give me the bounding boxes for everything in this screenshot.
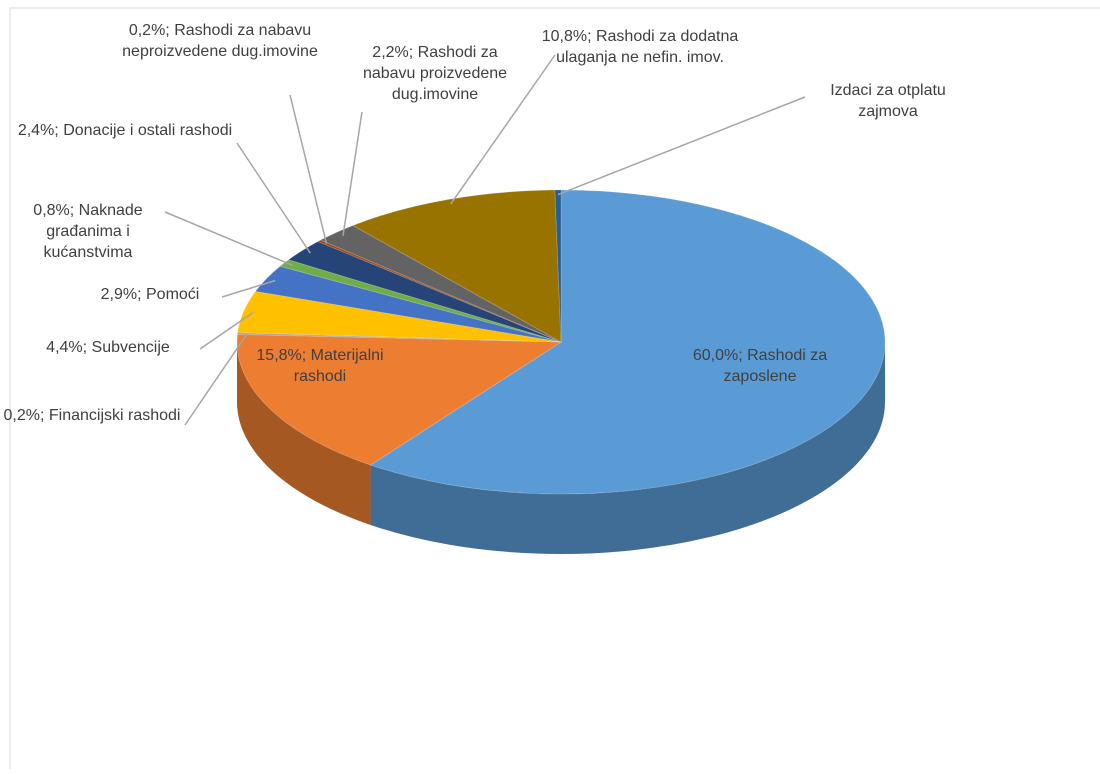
category-label: Financijski rashodi [48, 407, 181, 424]
separator: ; [69, 202, 79, 219]
data-label-text: 15,8%; Materijalni rashodi [230, 345, 410, 387]
value-label: 0,2% [3, 407, 40, 424]
separator: ; [408, 44, 418, 61]
value-label: 60,0% [692, 347, 739, 364]
pie-side [237, 342, 371, 525]
leader-line [164, 211, 293, 267]
category-label: Rashodi za nabavu neproizvedene dug.imov… [122, 22, 318, 60]
data-label: 15,8%; Materijalni rashodi [230, 345, 410, 387]
pie-side [370, 342, 885, 554]
value-label: 0,2% [128, 22, 166, 39]
pie-slice [236, 331, 562, 343]
data-label-text: 60,0%; Rashodi za zaposlene [675, 345, 845, 387]
data-label: 2,4%; Donacije i ostali rashodi [5, 120, 245, 141]
value-label: 2,4% [17, 122, 55, 139]
leader-line [184, 333, 248, 426]
leader-line [199, 311, 254, 350]
pie-slice [316, 239, 562, 343]
data-label-text: 4,4%; Subvencije [3, 337, 213, 358]
chart-border [9, 7, 1100, 769]
separator: ; [137, 286, 146, 303]
data-label: 60,0%; Rashodi za zaposlene [675, 345, 845, 387]
pie-slice [254, 265, 562, 343]
pie-slice [236, 333, 563, 466]
value-label: 2,9% [100, 286, 138, 303]
value-label: 0,8% [33, 202, 70, 219]
value-label: 15,8% [256, 347, 302, 364]
value-label: 4,4% [46, 339, 83, 356]
value-label: 10,8% [541, 28, 588, 45]
pie-slice [237, 290, 562, 343]
leader-line [236, 142, 311, 254]
data-label: 0,2%; Financijski rashodi [2, 405, 182, 426]
pie-slice [287, 240, 562, 343]
pie-slice [554, 189, 562, 343]
separator: ; [82, 339, 92, 356]
data-label: 2,9%; Pomoći [70, 284, 230, 305]
category-label: Rashodi za dodatna ulaganja ne nefin. im… [556, 28, 739, 66]
data-label-text: 2,9%; Pomoći [70, 284, 230, 305]
separator: ; [165, 22, 175, 39]
category-label: Pomoći [146, 286, 200, 303]
leader-line [221, 279, 276, 298]
category-label: Materijalni rashodi [293, 347, 384, 385]
pie-slice [369, 189, 886, 495]
data-label-text: 2,2%; Rashodi za nabavu proizvedene dug.… [350, 42, 520, 105]
separator: ; [54, 122, 64, 139]
category-label: Izdaci za otplatu zajmova [830, 82, 946, 120]
data-label: Izdaci za otplatu zajmova [808, 80, 968, 122]
leader-line [342, 111, 363, 236]
data-label-text: Izdaci za otplatu zajmova [808, 80, 968, 122]
separator: ; [39, 407, 49, 424]
category-label: Donacije i ostali rashodi [63, 122, 233, 139]
leader-line [450, 54, 556, 205]
data-label-text: 0,2%; Financijski rashodi [2, 405, 182, 426]
data-label: 2,2%; Rashodi za nabavu proizvedene dug.… [350, 42, 520, 105]
separator: ; [738, 347, 748, 364]
data-label-text: 0,2%; Rashodi za nabavu neproizvedene du… [100, 20, 340, 62]
category-label: Subvencije [91, 339, 170, 356]
data-label: 0,8%; Naknade građanima i kućanstvima [8, 200, 168, 263]
data-label: 10,8%; Rashodi za dodatna ulaganja ne ne… [540, 26, 740, 68]
data-label-text: 2,4%; Donacije i ostali rashodi [5, 120, 245, 141]
leader-line [557, 96, 806, 196]
data-label-text: 0,8%; Naknade građanima i kućanstvima [8, 200, 168, 263]
pie-slice [351, 189, 562, 343]
value-label: 2,2% [372, 44, 409, 61]
pie-slice [319, 224, 562, 343]
category-label: Naknade građanima i kućanstvima [43, 202, 143, 261]
data-label: 4,4%; Subvencije [3, 337, 213, 358]
category-label: Rashodi za zaposlene [723, 347, 828, 385]
data-label: 0,2%; Rashodi za nabavu neproizvedene du… [100, 20, 340, 62]
leader-line [289, 94, 328, 244]
category-label: Rashodi za nabavu proizvedene dug.imovin… [362, 44, 508, 103]
data-label-text: 10,8%; Rashodi za dodatna ulaganja ne ne… [540, 26, 740, 68]
separator: ; [301, 347, 311, 364]
separator: ; [587, 28, 596, 45]
pie-slice [278, 259, 562, 343]
